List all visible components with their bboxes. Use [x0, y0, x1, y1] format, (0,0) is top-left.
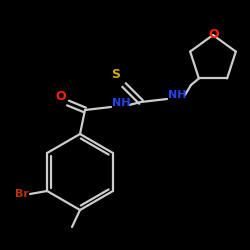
Text: S: S	[112, 68, 120, 80]
Text: NH: NH	[112, 98, 130, 108]
Text: Br: Br	[15, 189, 29, 199]
Text: O: O	[56, 90, 66, 104]
Text: O: O	[209, 28, 219, 40]
Text: NH: NH	[168, 90, 186, 100]
